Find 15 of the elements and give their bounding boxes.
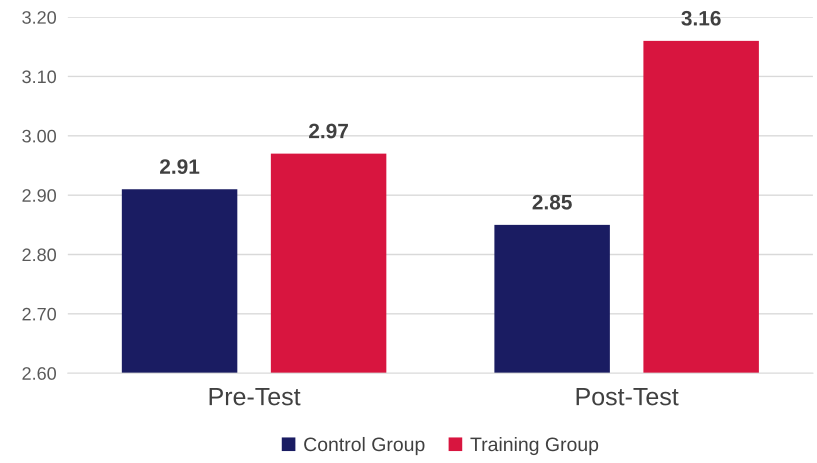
legend-label: Training Group <box>470 436 598 456</box>
x-tick-label: Pre-Test <box>210 388 300 406</box>
y-tick-label: 2.70 <box>22 308 56 321</box>
x-tick-label: Post-Test <box>576 388 679 406</box>
y-tick-label: 2.80 <box>22 248 56 262</box>
data-label: 2.97 <box>309 124 348 138</box>
data-label: 2.85 <box>532 194 572 210</box>
y-tick-label: 3.10 <box>22 70 56 84</box>
data-label: 3.16 <box>681 10 721 26</box>
y-tick-label: 3.20 <box>22 11 56 24</box>
legend-label: Control Group <box>304 436 424 456</box>
y-tick-label: 2.60 <box>22 367 56 380</box>
y-tick-label: 2.90 <box>22 189 56 202</box>
data-label: 2.91 <box>160 159 200 174</box>
y-tick-label: 3.00 <box>22 130 56 143</box>
